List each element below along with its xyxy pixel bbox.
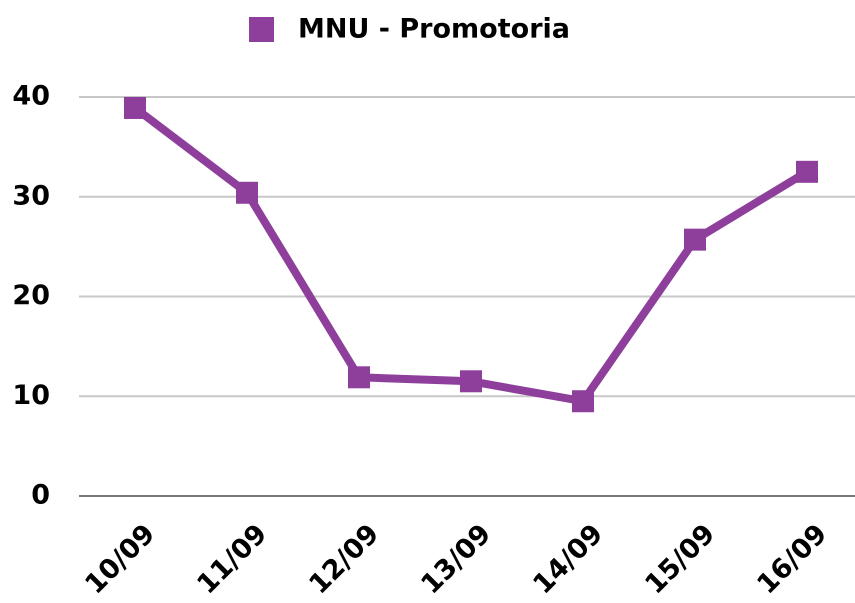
marker (460, 370, 482, 393)
y-tick-label: 20 (12, 280, 50, 311)
x-tick-label: 16/09 (751, 518, 833, 600)
y-tick-label: 30 (12, 180, 50, 211)
x-tick-label: 15/09 (639, 518, 721, 600)
y-tick-label: 0 (31, 480, 50, 511)
x-tick-label: 10/09 (79, 518, 161, 600)
marker (124, 96, 146, 119)
marker (348, 366, 370, 389)
legend-label: MNU - Promotoria (298, 14, 570, 45)
x-tick-label: 13/09 (415, 518, 497, 600)
marker (796, 160, 818, 183)
marker (572, 390, 594, 413)
legend-swatch (249, 17, 274, 42)
y-tick-label: 10 (12, 380, 50, 411)
x-tick-label: 14/09 (527, 518, 609, 600)
line (132, 104, 810, 406)
x-tick-label: 11/09 (191, 518, 273, 600)
marker (684, 228, 706, 251)
y-tick-label: 40 (12, 81, 50, 112)
marker (236, 181, 258, 204)
x-tick-label: 12/09 (303, 518, 385, 600)
